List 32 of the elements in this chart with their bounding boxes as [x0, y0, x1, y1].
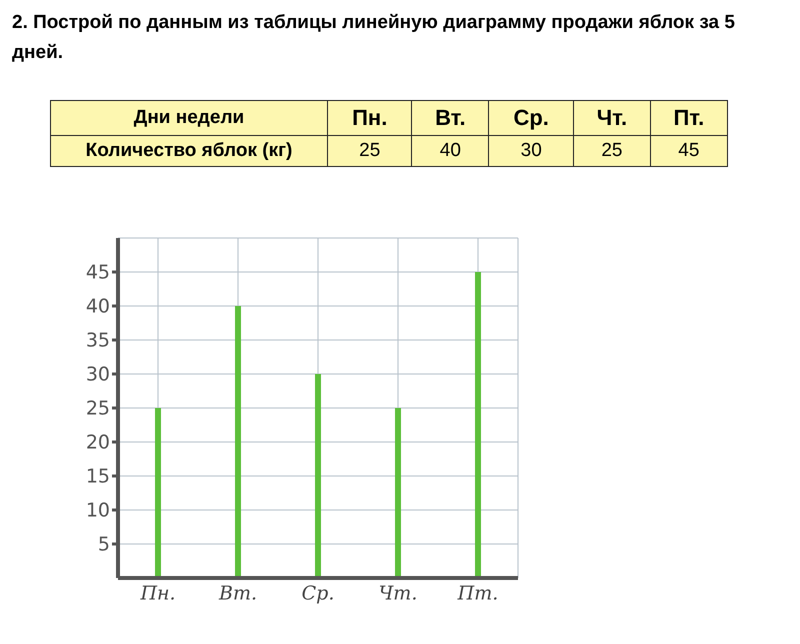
y-tick-label: 25 — [86, 398, 110, 420]
data-label: 45 — [650, 136, 728, 166]
category-label: Чт. — [574, 100, 650, 136]
bar — [315, 374, 321, 578]
category-label: Ср. — [488, 100, 574, 136]
x-tick-label: Пт. — [456, 582, 498, 604]
y-tick-label: 5 — [98, 534, 110, 556]
data-label: 30 — [488, 136, 574, 166]
text: 2. Построй по данным из таблицы линейную диаграмму продажи яблок за 5 дней. — [11, 11, 736, 65]
x-tick-label: Пн. — [139, 582, 176, 604]
bar — [395, 408, 401, 578]
y-tick-label: 35 — [86, 330, 110, 352]
bar — [475, 272, 481, 578]
y-tick-label: 15 — [86, 466, 110, 488]
y-tick-label: 30 — [86, 364, 110, 386]
category-label: Пт. — [650, 100, 728, 136]
y-tick-label: 45 — [86, 262, 110, 284]
y-tick-label: 40 — [86, 296, 110, 318]
x-tick-label: Вт. — [218, 582, 258, 604]
y-tick-label: 20 — [86, 432, 110, 454]
text: Количество яблок (кг) — [50, 136, 328, 166]
y-tick-label: 10 — [86, 500, 110, 522]
x-tick-label: Чт. — [378, 582, 418, 604]
bar — [235, 306, 241, 578]
data-label: 25 — [574, 136, 650, 166]
bar — [155, 408, 161, 578]
data-label: 40 — [412, 136, 489, 166]
data-label: 25 — [328, 136, 412, 166]
category-label: Пн. — [328, 100, 412, 136]
x-tick-label: Ср. — [302, 582, 334, 604]
category-label: Вт. — [412, 100, 489, 136]
text: Дни недели — [50, 100, 328, 136]
